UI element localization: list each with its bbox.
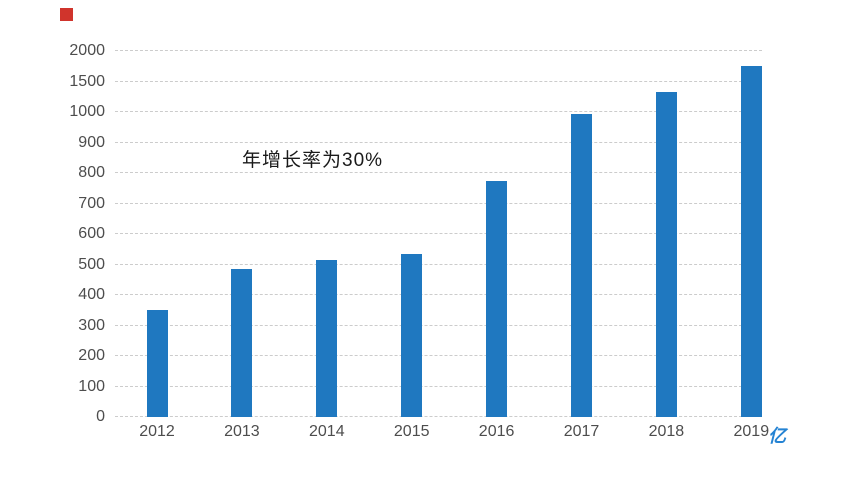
y-tick-label-100: 100 <box>78 377 105 395</box>
plot-area <box>115 50 762 417</box>
x-tick-label-2014: 2014 <box>309 423 345 440</box>
red-dot-icon <box>60 8 73 21</box>
bar-2015 <box>401 253 423 417</box>
gridline-400 <box>115 294 762 295</box>
y-tick-label-1000: 1000 <box>69 103 105 120</box>
y-tick-label-300: 300 <box>78 316 105 334</box>
gridline-0 <box>115 416 762 417</box>
y-tick-label-0: 0 <box>96 408 105 425</box>
y-tick-label-600: 600 <box>78 225 105 242</box>
x-tick-label-2016: 2016 <box>478 423 515 440</box>
gridline-2000 <box>115 50 762 51</box>
x-tick-label-2012: 2012 <box>139 423 175 440</box>
growth-rate-annotation: 年增长率为30% <box>242 150 384 171</box>
y-tick-label-1500: 1500 <box>69 72 105 90</box>
y-tick-label-400: 400 <box>78 286 105 303</box>
x-tick-label-2018: 2018 <box>648 423 685 440</box>
bar-2017 <box>571 113 592 417</box>
gridline-700 <box>115 202 762 204</box>
bar-2019 <box>740 66 762 417</box>
gridline-300 <box>115 324 762 326</box>
y-tick-label-2000: 2000 <box>69 42 105 59</box>
x-tick-label-2019: 2019 <box>733 423 770 440</box>
y-tick-label-800: 800 <box>78 164 105 181</box>
bar-2014 <box>316 259 338 417</box>
bar-2018 <box>655 91 677 417</box>
y-tick-label-700: 700 <box>78 194 105 212</box>
gridline-200 <box>115 355 762 356</box>
x-tick-label-2013: 2013 <box>224 423 260 440</box>
gridline-800 <box>115 172 762 173</box>
gridline-1000 <box>115 111 762 112</box>
bar-2016 <box>486 180 508 417</box>
x-tick-label-2017: 2017 <box>563 423 600 440</box>
y-tick-label-500: 500 <box>78 255 105 273</box>
gridline-100 <box>115 385 762 387</box>
y-tick-label-200: 200 <box>78 347 105 364</box>
bar-2013 <box>231 269 253 417</box>
gridline-600 <box>115 233 762 234</box>
x-tick-label-2015: 2015 <box>393 423 430 440</box>
bar-2012 <box>146 310 168 417</box>
y-unit-label: 亿 <box>768 426 786 446</box>
y-tick-label-900: 900 <box>78 133 105 151</box>
gridline-1500 <box>115 80 762 82</box>
gridline-500 <box>115 263 762 265</box>
gridline-900 <box>115 141 762 143</box>
